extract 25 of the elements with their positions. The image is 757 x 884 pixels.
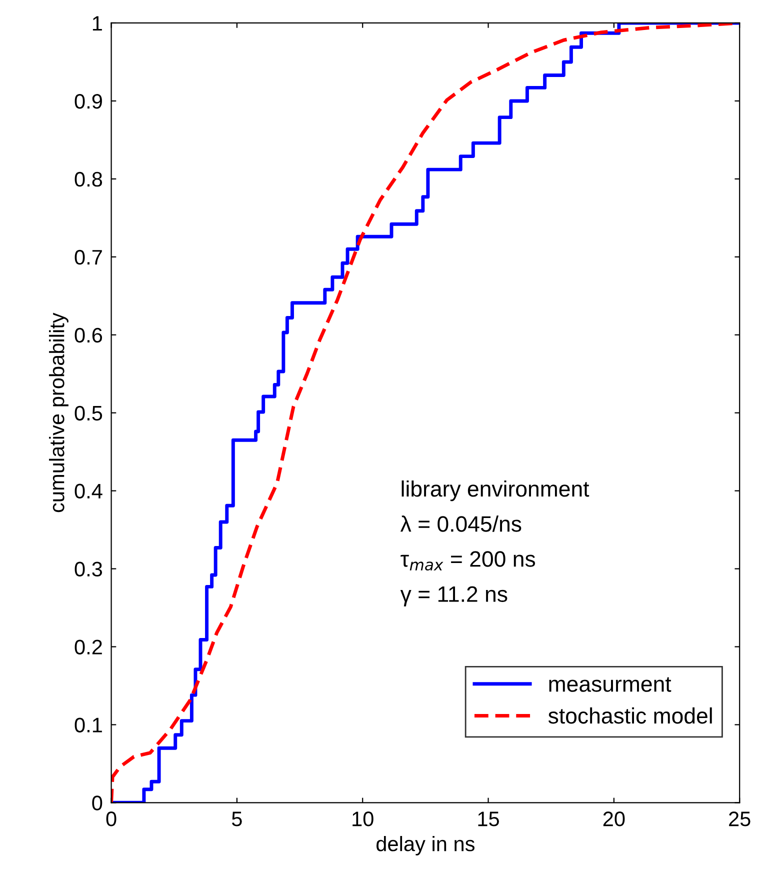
- legend-label: stochastic model: [548, 707, 712, 724]
- annotation: λ = 0.045/ns: [400, 516, 522, 532]
- x-tick-label: 15: [478, 812, 499, 826]
- x-tick-label: 5: [232, 812, 242, 826]
- annotation: γ = 11.2 ns: [400, 586, 508, 606]
- x-axis-title: delay in ns: [376, 836, 474, 856]
- y-tick-label: 0.7: [74, 250, 102, 265]
- y-tick-label: 0.1: [74, 718, 102, 732]
- y-tick-label: 0.5: [74, 406, 102, 421]
- x-tick-label: 25: [729, 812, 750, 826]
- legend-label: measurment: [549, 677, 672, 692]
- y-tick-label: 0.2: [74, 640, 102, 654]
- y-tick-label: 0.4: [74, 484, 102, 499]
- x-tick-label: 20: [603, 812, 625, 826]
- annotation: library environment: [402, 480, 590, 502]
- y-tick-label: 0: [92, 796, 102, 810]
- y-tick-label: 1: [92, 16, 102, 31]
- annotation: τ$_{max}$ = 200 ns: [400, 551, 536, 571]
- x-tick-label: 10: [352, 812, 374, 826]
- y-tick-label: 0.6: [74, 328, 102, 343]
- y-tick-label: 0.3: [74, 562, 102, 577]
- y-axis-title: cumulative probability: [49, 312, 68, 512]
- x-tick-label: 0: [106, 812, 116, 826]
- y-tick-label: 0.9: [74, 94, 102, 109]
- y-tick-label: 0.8: [74, 172, 102, 187]
